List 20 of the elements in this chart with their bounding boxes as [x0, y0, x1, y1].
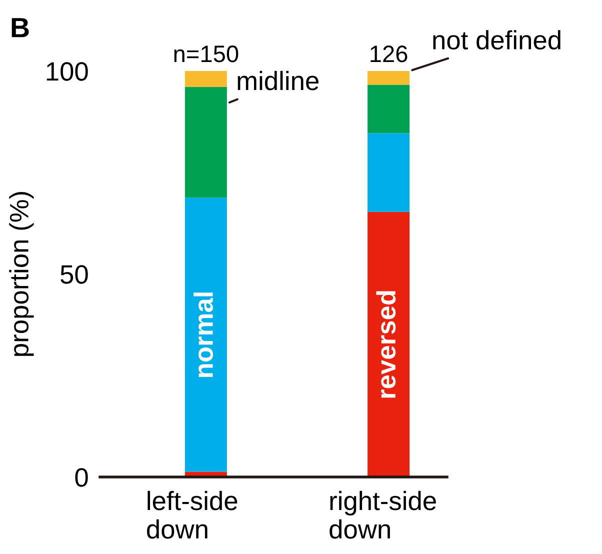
y-tick-label: 0 — [75, 468, 88, 487]
series-label: not defined — [433, 30, 560, 50]
series-label: reversed — [376, 291, 396, 398]
bar — [184, 198, 227, 472]
x-tick-label: right-side down — [330, 490, 436, 539]
chart-title: B — [12, 18, 29, 38]
x-tick-label: left-side down — [147, 490, 238, 539]
bar — [368, 84, 410, 134]
annotation: n=150 — [174, 46, 238, 62]
bar — [368, 133, 410, 212]
y-tick-label: 50 — [60, 265, 88, 284]
y-tick-label: 100 — [46, 62, 88, 81]
bar — [368, 71, 410, 85]
series-label: normal — [194, 292, 214, 377]
y-axis-title: proportion (%) — [9, 192, 34, 356]
bar — [184, 71, 227, 87]
bar — [184, 86, 227, 198]
bar — [368, 212, 410, 477]
series-label: midline — [238, 70, 318, 90]
annotation: 126 — [370, 46, 408, 62]
